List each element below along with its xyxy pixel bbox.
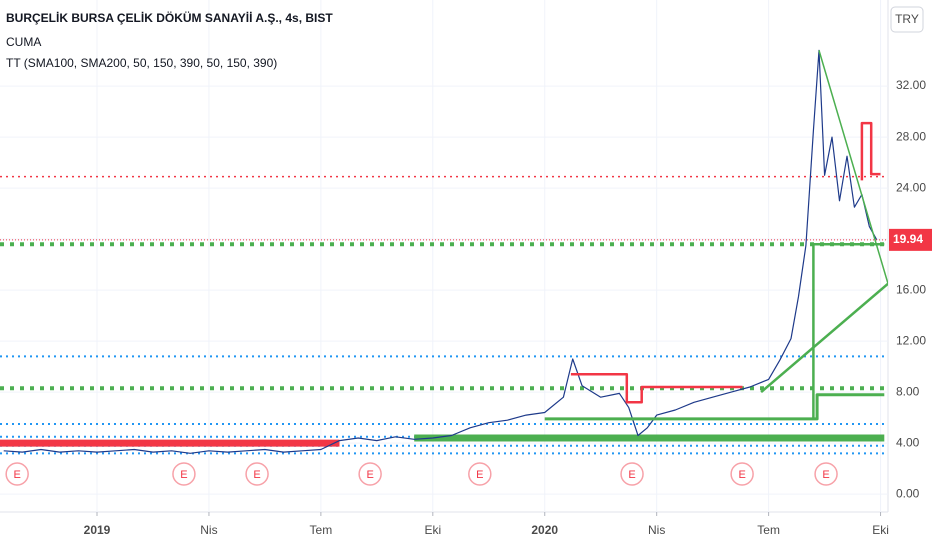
chart-title: BURÇELİK BURSA ÇELİK DÖKÜM SANAYİİ A.Ş.,… bbox=[6, 10, 333, 25]
earnings-marker bbox=[468, 462, 492, 486]
currency-button[interactable] bbox=[890, 6, 924, 33]
earnings-marker bbox=[730, 462, 754, 486]
series-line bbox=[812, 242, 885, 419]
y-tick-label: 4.00 bbox=[896, 435, 920, 449]
x-tick-label: Eki bbox=[424, 523, 441, 537]
x-tick-label: Eki bbox=[872, 523, 889, 537]
y-tick-label: 28.00 bbox=[896, 129, 926, 143]
x-tick-label: Tem bbox=[757, 523, 780, 537]
x-tick-label: Tem bbox=[310, 523, 333, 537]
series-line bbox=[3, 49, 878, 454]
earnings-marker bbox=[358, 462, 382, 486]
plot bbox=[0, 49, 888, 455]
y-tick-label: 8.00 bbox=[896, 384, 920, 398]
series-line bbox=[860, 121, 881, 181]
series-line bbox=[818, 50, 888, 284]
currency-label[interactable]: TRY bbox=[895, 12, 919, 26]
earnings-marker bbox=[245, 462, 269, 486]
overlay: 0.004.008.0012.0016.0020.0024.0028.0032.… bbox=[5, 78, 932, 537]
earnings-label: E bbox=[13, 469, 20, 481]
y-tick-label: 32.00 bbox=[896, 78, 926, 92]
last-price-box bbox=[889, 228, 932, 251]
earnings-label: E bbox=[476, 469, 483, 481]
x-tick-label: Nis bbox=[648, 523, 665, 537]
x-tick-label: 2020 bbox=[531, 523, 558, 537]
series-line bbox=[760, 282, 888, 394]
earnings-label: E bbox=[253, 469, 260, 481]
earnings-label: E bbox=[628, 469, 635, 481]
earnings-label: E bbox=[738, 469, 745, 481]
last-price-label: 19.94 bbox=[893, 232, 923, 246]
earnings-label: E bbox=[180, 469, 187, 481]
y-tick-label: 24.00 bbox=[896, 180, 926, 194]
series-line bbox=[570, 373, 743, 404]
earnings-label: E bbox=[366, 469, 373, 481]
x-tick-label: 2019 bbox=[84, 523, 111, 537]
annotation: CUMA bbox=[6, 35, 41, 49]
annotation: TT (SMA100, SMA200, 50, 150, 390, 50, 15… bbox=[6, 56, 277, 70]
grid bbox=[0, 0, 888, 512]
series-line bbox=[544, 393, 885, 421]
earnings-marker bbox=[172, 462, 196, 486]
x-tick-label: Nis bbox=[200, 523, 217, 537]
earnings-marker bbox=[814, 462, 838, 486]
earnings-marker bbox=[5, 462, 29, 486]
y-tick-label: 12.00 bbox=[896, 333, 926, 347]
earnings-label: E bbox=[822, 469, 829, 481]
y-tick-label: 16.00 bbox=[896, 282, 926, 296]
earnings-marker bbox=[620, 462, 644, 486]
y-tick-label: 0.00 bbox=[896, 486, 920, 500]
